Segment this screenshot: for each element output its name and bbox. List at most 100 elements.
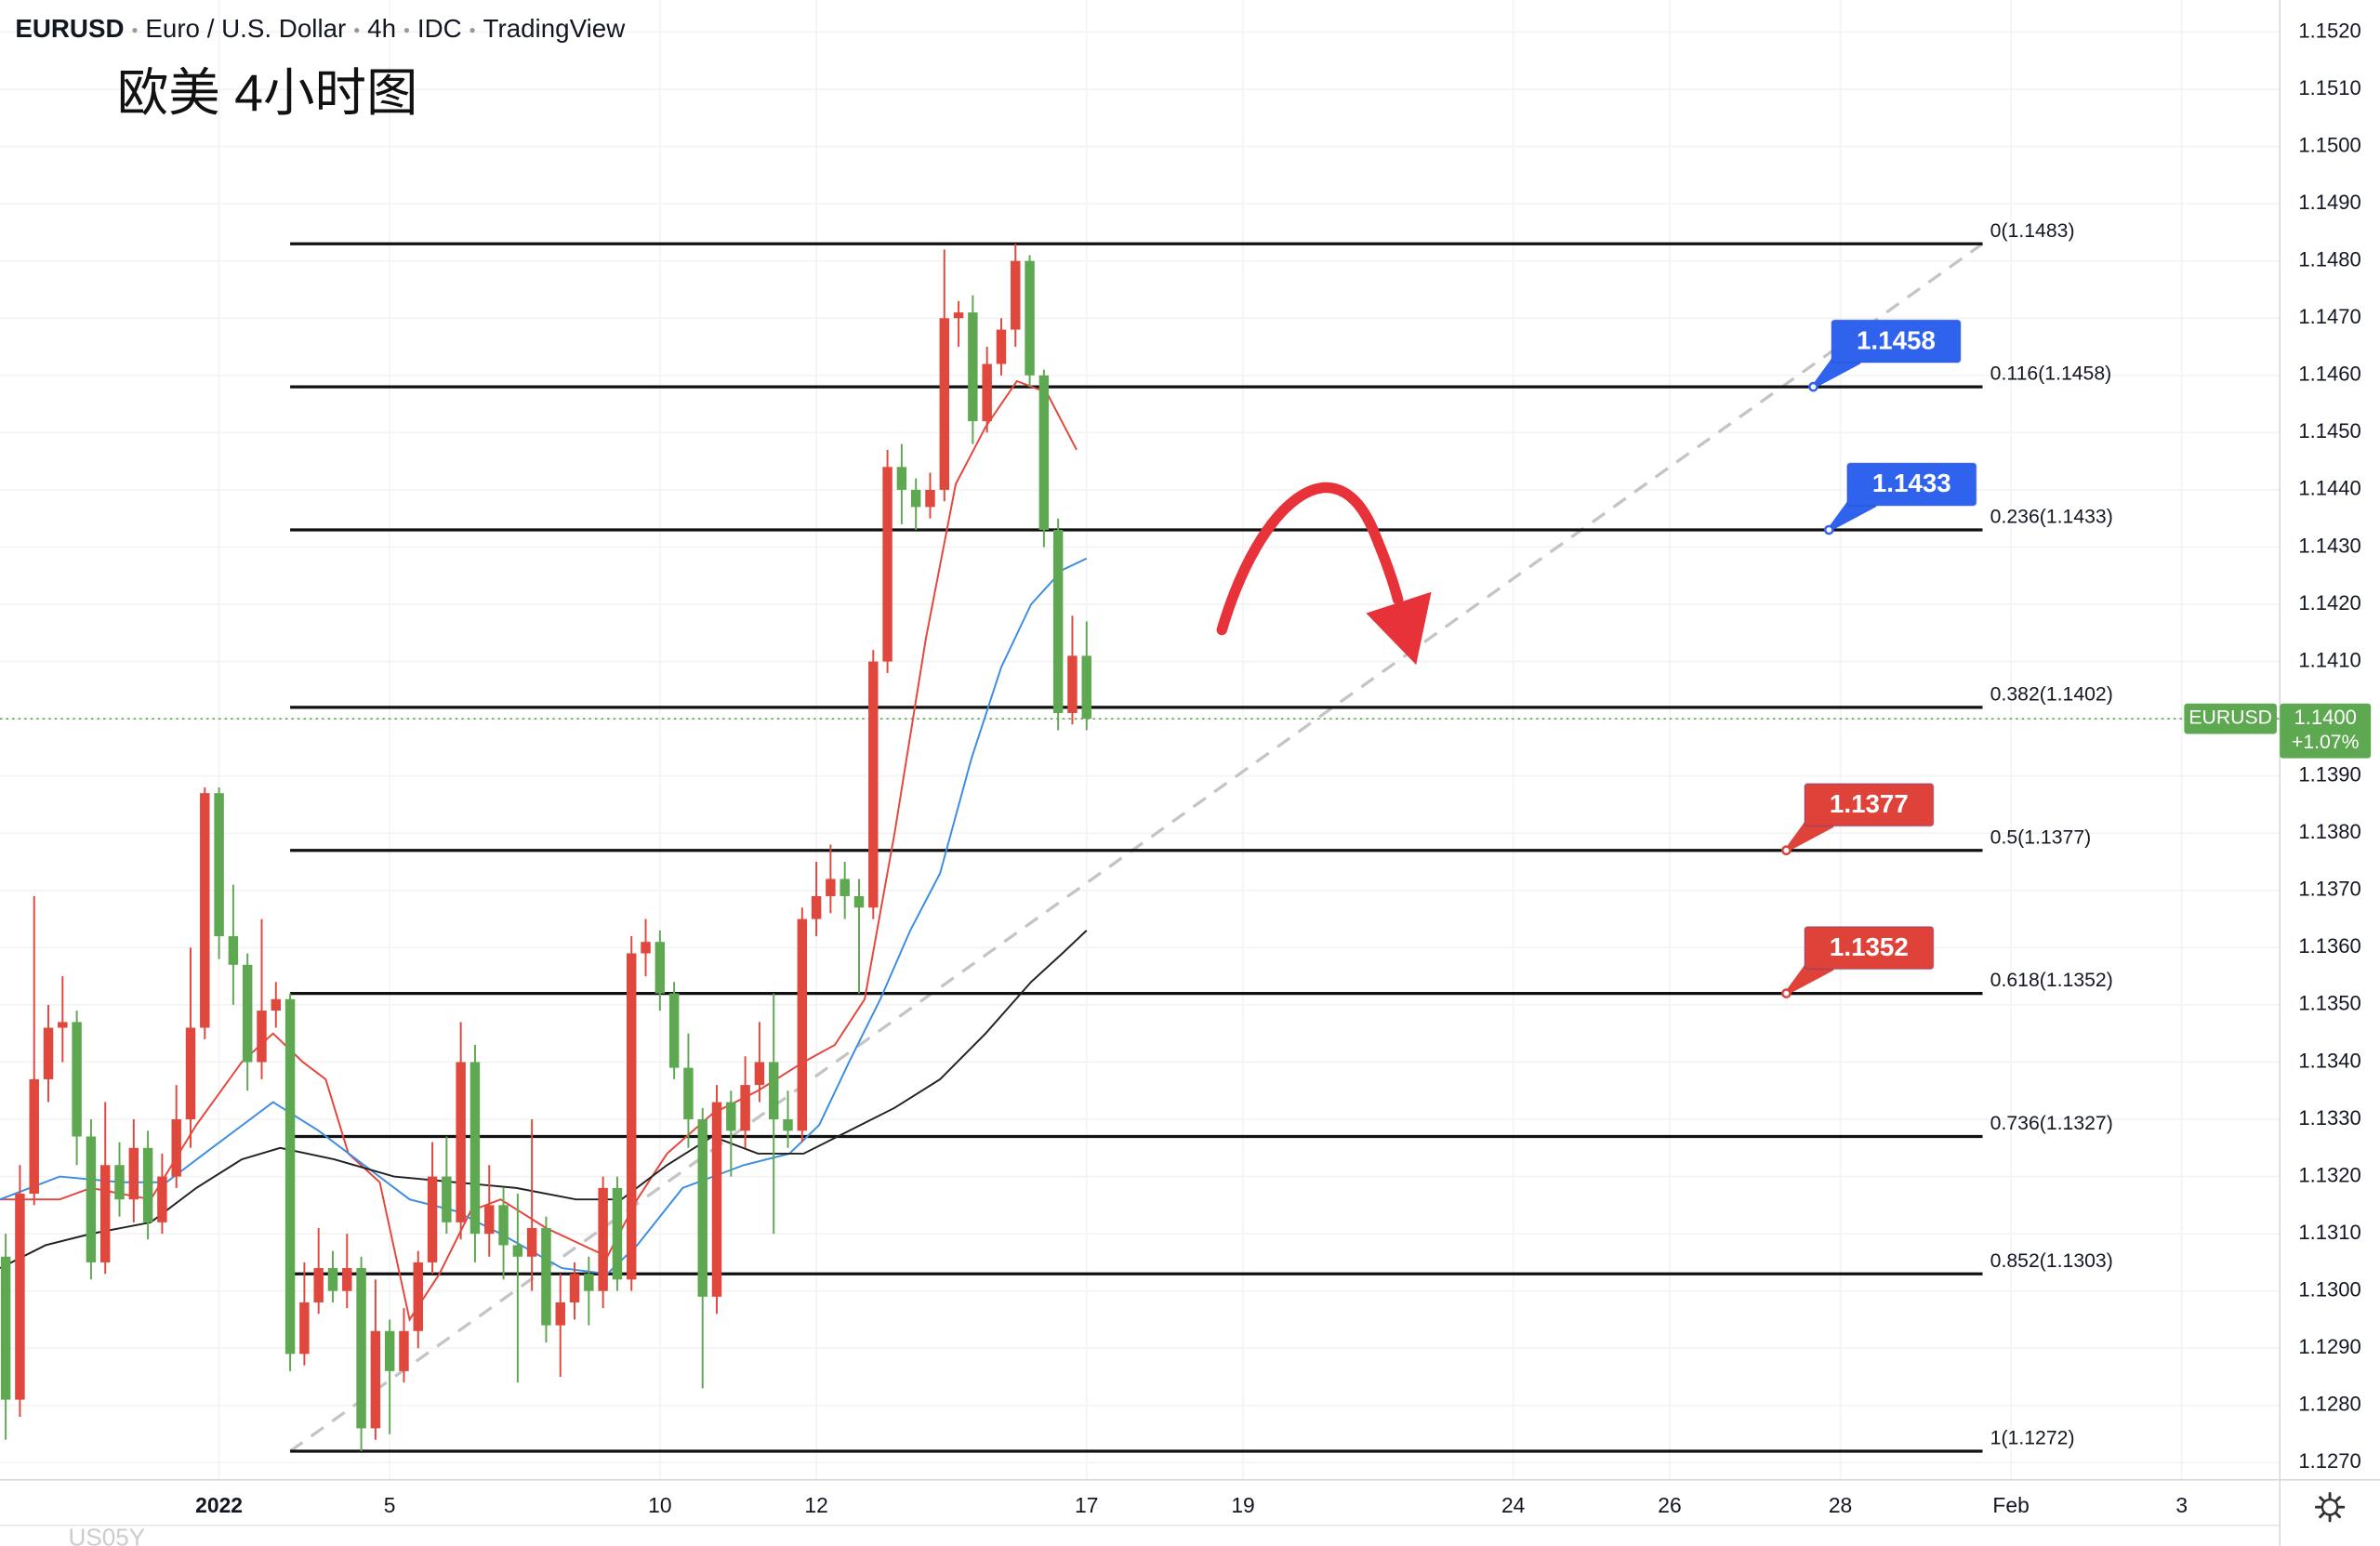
header-item: IDC	[417, 14, 462, 43]
candle-body	[469, 1062, 481, 1235]
x-tick-label: 26	[1658, 1493, 1681, 1517]
candle-body	[896, 467, 907, 490]
candle-body	[584, 1274, 594, 1291]
candle-body	[982, 363, 992, 422]
arrow-head	[1366, 591, 1432, 666]
candle-body	[43, 1027, 54, 1079]
y-tick-label: 1.1510	[2298, 76, 2360, 99]
fib-label: 0.736(1.1327)	[1990, 1113, 2113, 1134]
header-separator	[354, 28, 360, 33]
candle-body	[541, 1227, 551, 1326]
y-tick-label: 1.1300	[2298, 1278, 2360, 1302]
badge-box	[1831, 319, 1962, 363]
candle-body	[0, 1256, 11, 1400]
y-tick-label: 1.1340	[2298, 1049, 2360, 1072]
candle-body	[555, 1302, 565, 1326]
header-item: EURUSD	[15, 14, 124, 43]
y-tick-label: 1.1380	[2298, 820, 2360, 843]
y-tick-label: 1.1470	[2298, 305, 2360, 328]
candle-body	[128, 1147, 139, 1200]
candle-body	[142, 1147, 153, 1222]
y-tick-label: 1.1370	[2298, 878, 2360, 901]
candle-body	[641, 942, 651, 954]
moving-average	[0, 557, 1088, 1275]
candle-body	[399, 1330, 409, 1371]
candle-body	[456, 1062, 466, 1222]
candle-body	[200, 793, 210, 1028]
candle-body	[996, 329, 1007, 364]
badge-label: 1.1458	[1857, 325, 1936, 354]
candle-body	[427, 1176, 438, 1262]
candle-body	[697, 1119, 707, 1297]
x-tick-label: 12	[804, 1493, 827, 1517]
candle-body	[257, 1011, 267, 1063]
header: EURUSD Euro / U.S. Dollar 4h IDC TradingView	[15, 14, 626, 43]
candle-body	[242, 964, 253, 1063]
candle-body	[157, 1176, 167, 1222]
candle-body	[1067, 655, 1078, 713]
y-tick-label: 1.1500	[2298, 133, 2360, 156]
candle-body	[512, 1245, 523, 1257]
candle-body	[683, 1067, 694, 1120]
trend-line	[289, 242, 1984, 1453]
candle-body	[1025, 260, 1035, 376]
badge-anchor	[1808, 381, 1818, 392]
candle-body	[612, 1187, 623, 1280]
x-tick-label: 28	[1829, 1493, 1852, 1517]
candle-body	[826, 879, 836, 896]
candle-body	[868, 661, 879, 908]
header-separator	[469, 28, 475, 33]
y-tick-label: 1.1410	[2298, 648, 2360, 671]
candle-body	[569, 1274, 580, 1302]
fib-label: 0.116(1.1458)	[1990, 363, 2112, 385]
candle-body	[29, 1078, 39, 1195]
chart-title: 欧美 4小时图	[117, 64, 418, 122]
gear-ring	[2320, 1498, 2339, 1516]
candle-body	[313, 1268, 324, 1302]
y-tick-label: 1.1320	[2298, 1163, 2360, 1186]
arrow-curve	[1216, 482, 1404, 636]
candle-body	[925, 489, 935, 508]
candle-body	[15, 1194, 25, 1400]
fib-label: 0.382(1.1402)	[1990, 683, 2113, 705]
badge-anchor	[1781, 845, 1792, 856]
y-tick-label: 1.1520	[2298, 19, 2360, 42]
x-tick-label: 19	[1231, 1493, 1254, 1517]
header-item: Euro / U.S. Dollar	[145, 14, 346, 43]
badge-box	[1804, 925, 1935, 971]
candle-body	[327, 1268, 338, 1291]
candle-body	[384, 1330, 395, 1371]
y-tick-label: 1.1430	[2298, 534, 2360, 557]
candle-body	[342, 1268, 352, 1291]
y-tick-label: 1.1360	[2298, 934, 2360, 958]
fib-label: 0.618(1.1352)	[1990, 970, 2113, 991]
symbol-tag-label: EURUSD	[2188, 707, 2272, 729]
candle-body	[299, 1302, 310, 1354]
settings-icon[interactable]	[2314, 1492, 2346, 1523]
price-tag-label: 1.1400	[2294, 706, 2357, 729]
candle-body	[356, 1268, 366, 1429]
candle-body	[726, 1102, 736, 1131]
y-tick-label: 1.1490	[2298, 191, 2360, 214]
candle-body	[86, 1136, 97, 1262]
candle-body	[1081, 655, 1091, 720]
y-tick-label: 1.1280	[2298, 1393, 2360, 1416]
candle-body	[1011, 260, 1021, 330]
candle-body	[953, 312, 964, 319]
x-tick-label: 5	[384, 1493, 396, 1517]
x-tick-label: 10	[648, 1493, 671, 1517]
x-tick-label: 2022	[195, 1493, 243, 1517]
change-label: +1.07%	[2292, 732, 2360, 753]
y-tick-label: 1.1350	[2298, 992, 2360, 1015]
candle-body	[754, 1062, 765, 1086]
y-tick-label: 1.1270	[2298, 1449, 2360, 1473]
candle-body	[99, 1165, 111, 1262]
candle-body	[968, 312, 978, 422]
candle-body	[370, 1330, 381, 1429]
y-tick-label: 1.1390	[2298, 763, 2360, 786]
candle-body	[171, 1119, 181, 1177]
candle-body	[72, 1022, 82, 1137]
badge-label: 1.1377	[1830, 789, 1909, 818]
